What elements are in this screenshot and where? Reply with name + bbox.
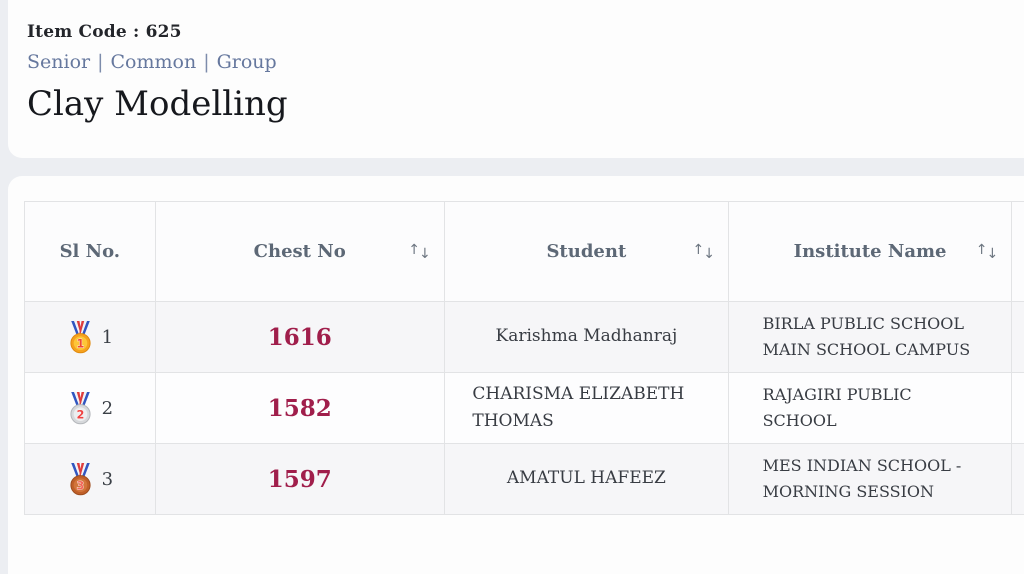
rank-cell: 2 2 bbox=[24, 372, 156, 444]
cutoff-cell bbox=[1011, 443, 1024, 515]
category-link-common[interactable]: Common bbox=[110, 51, 197, 73]
rank-number: 1 bbox=[101, 326, 114, 348]
item-code-label: Item Code : 625 bbox=[27, 22, 182, 42]
column-header-student[interactable]: Student ↑ ↓ bbox=[443, 201, 730, 302]
column-header-chest-no[interactable]: Chest No ↑ ↓ bbox=[154, 201, 445, 302]
category-separator: | bbox=[97, 51, 104, 73]
table-header-row: Sl No. Chest No ↑ ↓ Student ↑ ↓ Institute … bbox=[24, 201, 1024, 302]
bronze-medal-icon: 3 bbox=[69, 462, 91, 495]
silver-medal-icon: 2 bbox=[69, 391, 91, 424]
sort-icon[interactable]: ↑ ↓ bbox=[692, 241, 715, 262]
svg-text:2: 2 bbox=[76, 407, 84, 421]
page-title: Clay Modelling bbox=[27, 84, 288, 124]
rank-cell: 3 3 bbox=[24, 443, 156, 515]
column-header-institute-name[interactable]: Institute Name ↑ ↓ bbox=[727, 201, 1013, 302]
column-label: Student bbox=[546, 241, 627, 262]
results-card: Sl No. Chest No ↑ ↓ Student ↑ ↓ Institute … bbox=[8, 176, 1024, 574]
cutoff-cell bbox=[1011, 301, 1024, 373]
category-separator: | bbox=[203, 51, 210, 73]
column-label: Sl No. bbox=[59, 241, 121, 262]
sort-icon[interactable]: ↑ ↓ bbox=[408, 241, 431, 262]
table-row: 3 3 1597 AMATUL HAFEEZ MES INDIAN SCHOOL… bbox=[24, 443, 1024, 515]
chest-no-cell: 1582 bbox=[154, 372, 445, 444]
chest-no-cell: 1616 bbox=[154, 301, 445, 373]
svg-text:1: 1 bbox=[76, 336, 84, 350]
sort-icon[interactable]: ↑ ↓ bbox=[975, 241, 999, 262]
cutoff-cell bbox=[1011, 372, 1024, 444]
table-row: 2 2 1582 CHARISMA ELIZABETH THOMAS RAJAG… bbox=[24, 372, 1024, 444]
gold-medal-icon: 1 bbox=[69, 320, 91, 353]
column-header-cutoff bbox=[1011, 201, 1024, 302]
rank-number: 3 bbox=[101, 468, 114, 490]
category-links: Senior | Common | Group bbox=[27, 51, 1024, 73]
rank-number: 2 bbox=[101, 397, 114, 419]
student-cell: CHARISMA ELIZABETH THOMAS bbox=[443, 372, 730, 444]
column-label: Chest No bbox=[253, 241, 346, 262]
institute-cell: RAJAGIRI PUBLIC SCHOOL bbox=[727, 372, 1013, 444]
results-page: Item Code : 625 Senior | Common | Group Clay… bbox=[8, 0, 1024, 574]
category-link-senior[interactable]: Senior bbox=[27, 51, 91, 73]
table-row: 1 1 1616 Karishma Madhanraj BIRLA PUBLIC… bbox=[24, 301, 1024, 373]
results-table: Sl No. Chest No ↑ ↓ Student ↑ ↓ Institute … bbox=[24, 201, 1024, 515]
student-cell: Karishma Madhanraj bbox=[443, 301, 730, 373]
student-cell: AMATUL HAFEEZ bbox=[443, 443, 730, 515]
institute-cell: MES INDIAN SCHOOL - MORNING SESSION bbox=[727, 443, 1013, 515]
svg-text:3: 3 bbox=[76, 478, 84, 492]
institute-cell: BIRLA PUBLIC SCHOOL MAIN SCHOOL CAMPUS bbox=[727, 301, 1013, 373]
chest-no-cell: 1597 bbox=[154, 443, 445, 515]
column-label: Institute Name bbox=[793, 241, 947, 262]
category-link-group[interactable]: Group bbox=[216, 51, 277, 73]
rank-cell: 1 1 bbox=[24, 301, 156, 373]
column-header-sl-no: Sl No. bbox=[24, 201, 156, 302]
event-header-card: Item Code : 625 Senior | Common | Group Clay… bbox=[8, 0, 1024, 158]
